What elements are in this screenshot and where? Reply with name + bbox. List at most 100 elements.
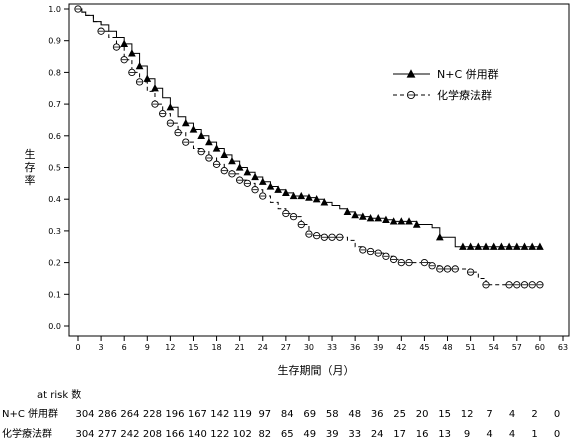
series-1-marker: [236, 176, 244, 184]
series-1-marker: [482, 281, 490, 289]
risk-count: 13: [438, 429, 451, 440]
series-1-marker: [513, 281, 521, 289]
series-1-marker: [336, 233, 344, 241]
risk-count: 48: [348, 409, 361, 420]
risk-count: 33: [348, 429, 361, 440]
series-1-marker: [74, 5, 82, 13]
series-1-marker: [282, 209, 290, 218]
risk-count: 9: [464, 429, 470, 440]
risk-count: 39: [326, 429, 339, 440]
risk-count: 196: [165, 409, 184, 420]
y-tick-label: 1.0: [48, 5, 61, 14]
series-0-marker: [228, 156, 236, 165]
series-0-marker: [282, 188, 290, 197]
series-0-marker: [512, 242, 521, 250]
x-tick-label: 3: [99, 343, 104, 352]
x-tick-label: 42: [396, 343, 406, 352]
series-1-marker: [228, 170, 236, 178]
series-0-marker: [351, 210, 359, 219]
risk-count: 264: [120, 409, 139, 420]
series-0-marker: [366, 214, 375, 222]
y-tick-label: 0.8: [48, 68, 61, 77]
risk-count: 49: [303, 429, 316, 440]
series-0-marker: [435, 233, 444, 241]
series-1-marker: [466, 268, 475, 276]
series-0-marker: [289, 191, 298, 200]
risk-count: 167: [188, 409, 207, 420]
series-1-marker: [220, 167, 228, 175]
risk-count: 20: [416, 409, 429, 420]
series-1-marker: [366, 247, 375, 256]
x-tick-label: 27: [281, 343, 291, 352]
series-0-marker: [397, 217, 406, 225]
series-0-marker: [305, 193, 313, 201]
x-tick-label: 48: [442, 343, 452, 352]
x-tick-label: 39: [373, 343, 383, 352]
series-line-1: [78, 8, 540, 286]
series-1-marker: [505, 281, 513, 289]
y-tick-label: 0.5: [48, 164, 61, 173]
risk-row-label: 化学療法群: [2, 427, 52, 440]
series-0-marker: [235, 163, 244, 171]
risk-count: 58: [326, 409, 339, 420]
legend-marker-0: [406, 69, 416, 78]
series-1-marker: [151, 100, 159, 108]
series-0-marker: [382, 215, 390, 223]
y-axis: 0.0 0.1 0.2 0.3 0.4 0.5 0.6 0.7 0.8 0.9 1.0: [48, 5, 69, 331]
series-1-marker: [536, 281, 544, 289]
risk-count: 304: [75, 409, 94, 420]
series-1-marker: [174, 128, 182, 137]
risk-row-label: N+C 併用群: [2, 407, 58, 420]
y-tick-label: 0.9: [48, 37, 61, 46]
risk-count: 166: [165, 429, 184, 440]
series-0-marker: [405, 217, 413, 225]
risk-count: 286: [98, 409, 117, 420]
series-0-marker: [497, 242, 506, 250]
risk-count: 304: [75, 429, 94, 440]
series-layer: [74, 5, 544, 289]
risk-table: at risk 数N+C 併用群 304 286 264 228 196 167 142 119…: [2, 388, 560, 440]
risk-count: 140: [188, 429, 207, 440]
series-0-marker: [189, 125, 198, 133]
series-1-marker: [436, 265, 444, 273]
series-0-marker: [536, 242, 544, 250]
x-tick-label: 57: [512, 343, 522, 352]
x-axis-label: 生存期間（月）: [278, 363, 355, 377]
risk-table-header: at risk 数: [37, 388, 81, 401]
x-tick-label: 18: [211, 343, 221, 352]
series-0-marker: [135, 61, 144, 70]
series-0-marker: [197, 131, 206, 139]
risk-count: 15: [438, 409, 451, 420]
series-1-marker: [297, 220, 305, 229]
y-tick-label: 0.0: [48, 322, 61, 331]
series-0-marker: [297, 191, 306, 200]
risk-count: 7: [486, 409, 492, 420]
series-1-marker: [328, 233, 336, 241]
series-1-marker: [420, 258, 429, 267]
x-tick-label: 24: [258, 343, 268, 352]
series-0-marker: [274, 185, 283, 193]
series-0-marker: [358, 212, 367, 220]
risk-count: 0: [554, 429, 560, 440]
series-0-marker: [120, 39, 129, 48]
risk-count: 12: [461, 409, 474, 420]
risk-count: 4: [509, 409, 515, 420]
series-1-marker: [112, 43, 121, 51]
x-tick-label: 12: [165, 343, 175, 352]
risk-count: 16: [416, 429, 429, 440]
x-tick-label: 36: [350, 343, 360, 352]
series-1-marker: [259, 192, 267, 200]
series-1-marker: [389, 255, 398, 264]
series-1-marker: [451, 265, 459, 273]
y-tick-label: 0.4: [48, 195, 61, 204]
series-0-marker: [520, 242, 529, 250]
series-0-marker: [212, 144, 221, 152]
series-0-marker: [320, 198, 329, 206]
plot-frame: [68, 3, 570, 337]
x-tick-label: 63: [558, 343, 568, 352]
series-1-marker: [205, 154, 213, 162]
series-1-marker: [428, 262, 436, 270]
series-1-marker: [320, 233, 328, 241]
x-tick-label: 51: [466, 343, 476, 352]
